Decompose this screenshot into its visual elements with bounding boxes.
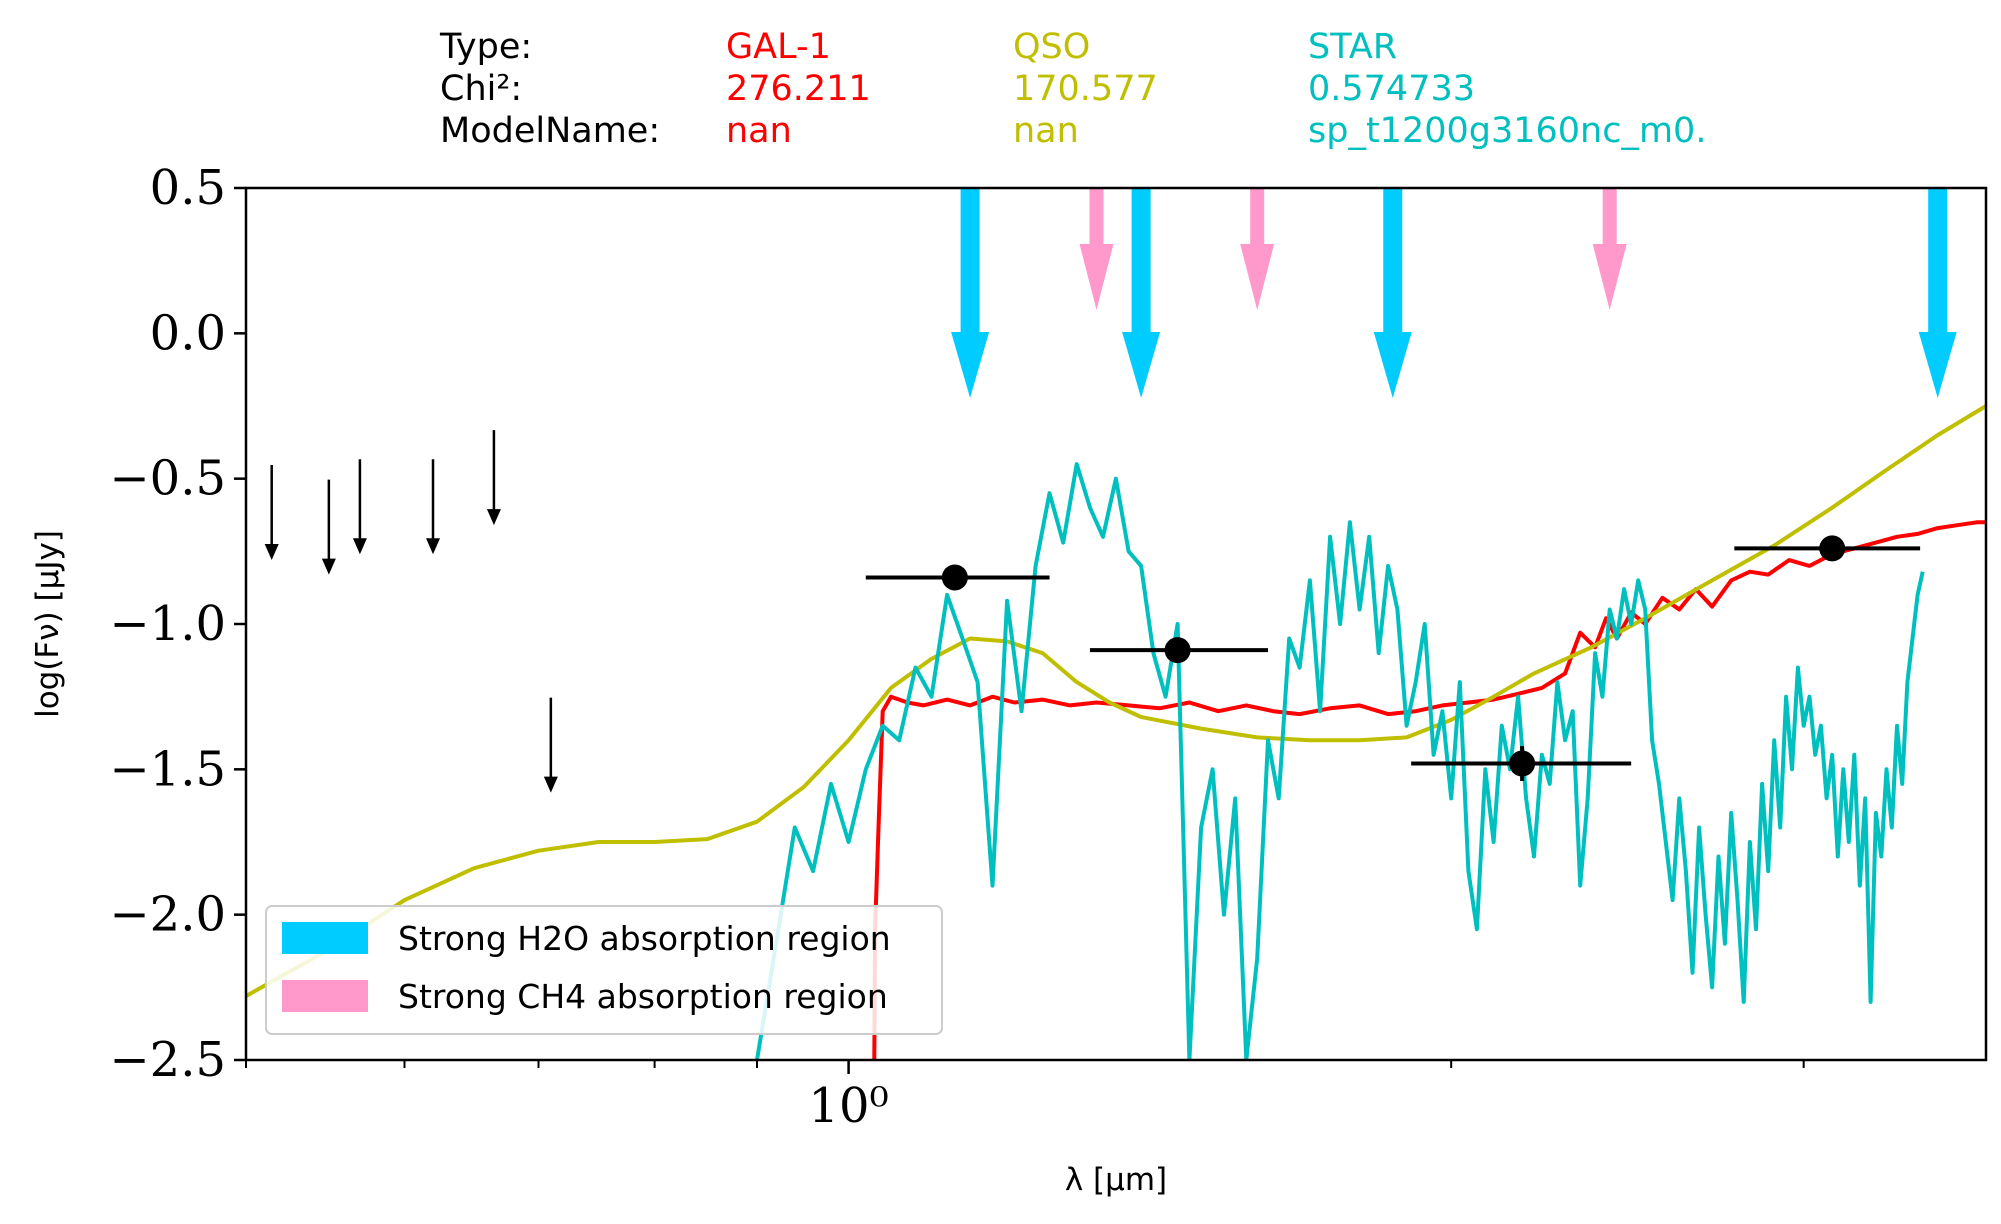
legend: Strong H2O absorption region Strong CH4 … — [265, 905, 943, 1035]
upper-limit-arrow-1 — [321, 479, 336, 575]
h2o-arrow-1 — [1122, 188, 1161, 398]
ch4-arrow-2 — [1592, 188, 1627, 310]
legend-label-ch4: Strong CH4 absorption region — [398, 977, 888, 1016]
upper-limits-layer — [264, 430, 558, 793]
legend-swatch-ch4 — [282, 980, 368, 1012]
gal1-model: nan — [726, 111, 792, 151]
absorption-arrows-layer — [951, 188, 1957, 398]
qso-chi2: 170.577 — [1013, 69, 1158, 109]
upper-limit-head-0 — [264, 544, 279, 561]
upper-limit-arrow-2 — [352, 459, 367, 555]
y-axis-label: log(Fν) [μJy] — [30, 530, 66, 718]
photometry-point-0 — [941, 564, 968, 591]
header-row-model: ModelName: — [440, 111, 660, 151]
series-line-gal-1 — [872, 520, 1986, 1060]
y-tick-label-2: −0.5 — [109, 451, 226, 507]
qso-model: nan — [1013, 111, 1079, 151]
y-tick-label-4: −1.5 — [109, 741, 226, 797]
upper-limit-arrow-4 — [486, 430, 501, 526]
y-axis: 0.5 0.0 −0.5 −1.0 −1.5 −2.0 −2.5 — [109, 160, 246, 1088]
star-chi2: 0.574733 — [1308, 69, 1475, 109]
legend-box — [265, 905, 943, 1035]
fit-header: Type: Chi²: ModelName: GAL-1 276.211 nan… — [439, 27, 1706, 151]
legend-swatch-h2o — [282, 922, 368, 954]
ch4-arrow-0 — [1079, 188, 1114, 310]
upper-limit-head-4 — [486, 509, 501, 526]
ch4-arrow-1 — [1240, 188, 1275, 310]
h2o-arrow-3 — [1918, 188, 1957, 398]
qso-type: QSO — [1013, 27, 1090, 67]
x-axis-label: λ [μm] — [1065, 1162, 1167, 1198]
y-tick-label-6: −2.5 — [109, 1032, 226, 1088]
y-tick-label-5: −2.0 — [109, 887, 226, 943]
h2o-arrow-0 — [951, 188, 990, 398]
photometry-point-3 — [1819, 535, 1846, 562]
upper-limit-arrow-3 — [426, 459, 441, 555]
y-tick-label-1: 0.0 — [150, 305, 226, 361]
y-tick-label-0: 0.5 — [150, 160, 226, 216]
photometry-point-1 — [1164, 637, 1191, 664]
star-type: STAR — [1308, 27, 1397, 67]
x-tick-label-0: 10⁰ — [808, 1078, 888, 1134]
gal1-chi2: 276.211 — [726, 69, 871, 109]
header-row-type: Type: — [439, 27, 532, 67]
gal1-type: GAL-1 — [726, 27, 831, 67]
series-line-qso — [246, 404, 1986, 998]
photometry-point-2 — [1509, 750, 1536, 777]
header-row-chi2: Chi²: — [440, 69, 522, 109]
h2o-arrow-2 — [1373, 188, 1412, 398]
legend-label-h2o: Strong H2O absorption region — [398, 919, 891, 958]
photometry-layer — [865, 535, 1921, 781]
upper-limit-head-1 — [321, 558, 336, 575]
upper-limit-head-5 — [543, 776, 558, 793]
plot-area — [246, 188, 1986, 1060]
upper-limit-head-2 — [352, 538, 367, 555]
upper-limit-arrow-5 — [543, 697, 558, 793]
upper-limit-arrow-0 — [264, 465, 279, 561]
upper-limit-head-3 — [426, 538, 441, 555]
x-axis: 10⁰ — [245, 1060, 1805, 1134]
star-model: sp_t1200g3160nc_m0. — [1308, 111, 1706, 151]
y-tick-label-3: −1.0 — [109, 596, 226, 652]
